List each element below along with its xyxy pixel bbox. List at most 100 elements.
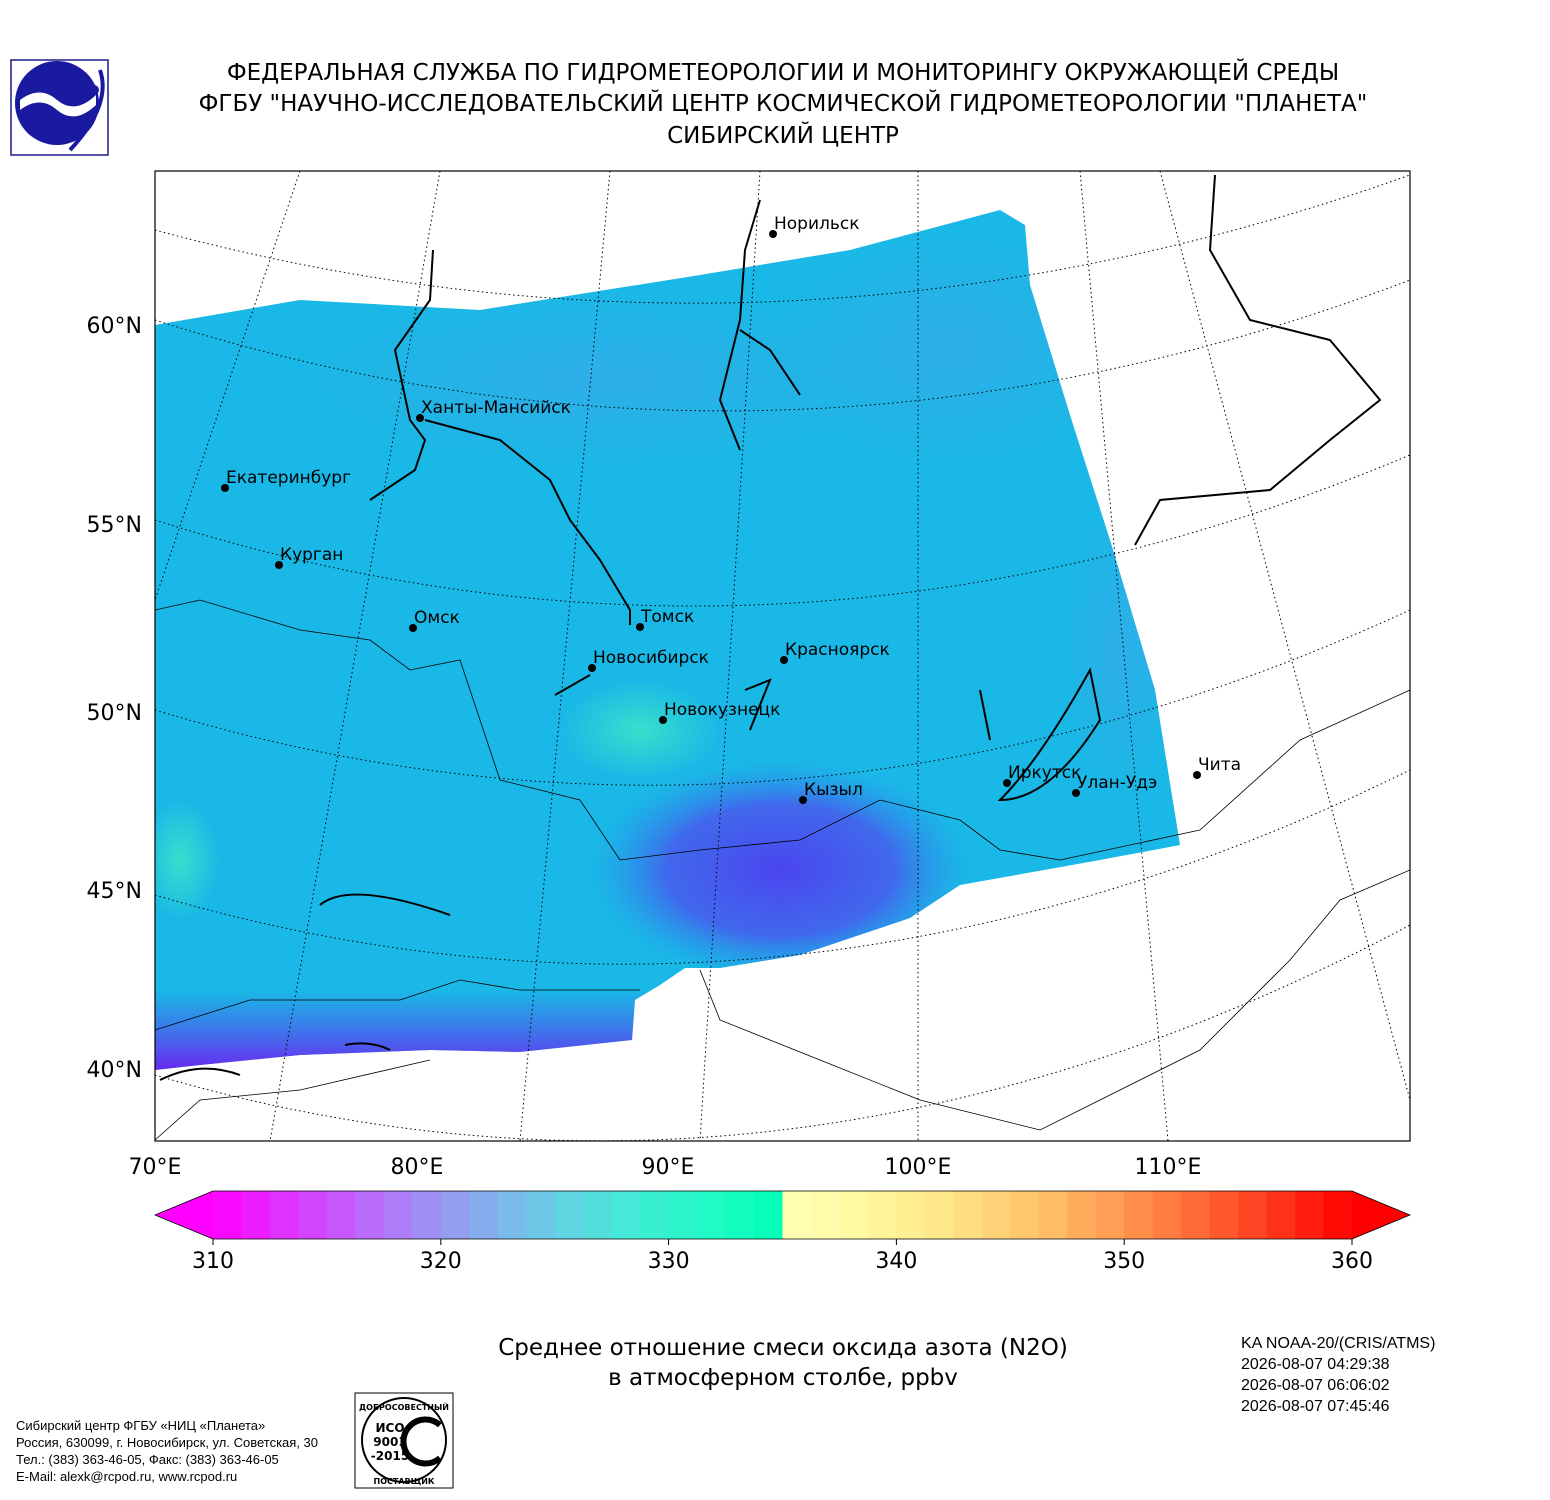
- colorbar-cell: [469, 1191, 499, 1239]
- satellite-line: KA NOAA-20/(CRIS/ATMS): [1241, 1335, 1435, 1352]
- iso-logo: ДОБРОСОВЕСТНЫЙ ИСО 9001 -2015 ПОСТАВЩИК: [354, 1392, 454, 1489]
- city-dot: [636, 623, 644, 631]
- colorbar-cell: [981, 1191, 1011, 1239]
- city-dot: [799, 796, 807, 804]
- city-label: Новокузнецк: [664, 700, 780, 720]
- colorbar-cell: [896, 1191, 926, 1239]
- colorbar-cell: [583, 1191, 613, 1239]
- city-label: Новосибирск: [593, 648, 709, 668]
- city-label: Иркутск: [1008, 763, 1081, 783]
- iso-text: ДОБРОСОВЕСТНЫЙ: [359, 1401, 449, 1412]
- city-label: Красноярск: [785, 640, 890, 660]
- city-dot: [1193, 771, 1201, 779]
- city-dot: [780, 656, 788, 664]
- colorbar-cell: [213, 1191, 243, 1239]
- field: [155, 210, 1180, 1070]
- colorbar-cell: [867, 1191, 897, 1239]
- colorbar-cell: [640, 1191, 670, 1239]
- colorbar-cell: [497, 1191, 527, 1239]
- lon-label: 100°E: [885, 1155, 952, 1180]
- city-dot: [769, 230, 777, 238]
- lat-label: 50°N: [87, 701, 142, 726]
- colorbar-cell: [269, 1191, 300, 1239]
- colorbar-cell: [383, 1191, 413, 1239]
- lat-label: 55°N: [87, 513, 142, 538]
- iso-text: ИСО: [375, 1421, 404, 1435]
- colorbar-cell: [1124, 1191, 1154, 1239]
- city-label: Чита: [1198, 755, 1241, 775]
- city-dot: [659, 716, 667, 724]
- colorbar-cell: [1181, 1191, 1211, 1239]
- map: [155, 171, 1410, 1141]
- colorbar-cell: [526, 1191, 556, 1239]
- colorbar-cell: [554, 1191, 584, 1239]
- city-dot: [275, 561, 283, 569]
- colorbar-cell: [1266, 1191, 1296, 1239]
- city-label: Норильск: [774, 214, 860, 234]
- city-dot: [1072, 789, 1080, 797]
- colorbar-cell: [412, 1191, 442, 1239]
- colorbar-cell: [1323, 1191, 1353, 1239]
- city-label: Улан-Удэ: [1077, 773, 1157, 793]
- city-dot: [1003, 779, 1011, 787]
- colorbar-cell: [697, 1191, 727, 1239]
- colorbar-cell: [725, 1191, 755, 1239]
- map-frame: [154, 170, 1411, 1142]
- colorbar-tick-label: 310: [192, 1249, 234, 1274]
- colorbar-cell: [1038, 1191, 1068, 1239]
- city-dot: [416, 414, 424, 422]
- colorbar-tick-label: 340: [875, 1249, 917, 1274]
- caption-line: в атмосферном столбе, ppbv: [608, 1365, 958, 1391]
- colorbar-tick-label: 360: [1331, 1249, 1373, 1274]
- caption-line: Среднее отношение смеси оксида азота (N2…: [498, 1335, 1068, 1361]
- colorbar-cell: [782, 1191, 812, 1239]
- iso-text: -2015: [371, 1449, 409, 1463]
- axes: 60°N 55°N 50°N 45°N 40°N 70°E 80°E 90°E 100°E 110…: [87, 314, 1202, 1180]
- city-dot: [588, 664, 596, 672]
- colorbar-cell: [1010, 1191, 1040, 1239]
- city-label: Кызыл: [804, 780, 863, 800]
- colorbar-cell: [1152, 1191, 1182, 1239]
- colorbar-cell: [241, 1191, 271, 1239]
- colorbar-cell: [440, 1191, 470, 1239]
- colorbar-cell: [1238, 1191, 1268, 1239]
- header-line: ФГБУ "НАУЧНО-ИССЛЕДОВАТЕЛЬСКИЙ ЦЕНТР КОС…: [199, 89, 1368, 117]
- header-line: СИБИРСКИЙ ЦЕНТР: [667, 121, 899, 149]
- colorbar-tick-label: 320: [420, 1249, 462, 1274]
- colorbar-cell: [924, 1191, 954, 1239]
- city-label: Ханты-Мансийск: [421, 398, 571, 418]
- footer-line: E-Mail: alexk@rcpod.ru, www.rcpod.ru: [16, 1469, 237, 1484]
- colorbar-cell: [668, 1191, 698, 1239]
- footer-line: Тел.: (383) 363-46-05, Факс: (383) 363-4…: [16, 1452, 279, 1467]
- lat-label: 60°N: [87, 314, 142, 339]
- colorbar-extend-low: [155, 1191, 213, 1239]
- lon-label: 80°E: [391, 1155, 444, 1180]
- colorbar-cell: [326, 1191, 356, 1239]
- city-dot: [221, 484, 229, 492]
- colorbar-cell: [355, 1191, 385, 1239]
- colorbar-cell: [1067, 1191, 1097, 1239]
- colorbar-cell: [1295, 1191, 1325, 1239]
- iso-text: 9001: [373, 1435, 406, 1449]
- lon-label: 70°E: [129, 1155, 182, 1180]
- footer-line: Сибирский центр ФГБУ «НИЦ «Планета»: [16, 1418, 265, 1433]
- satellite-line: 2026-08-07 04:29:38: [1241, 1356, 1390, 1373]
- logo: [10, 59, 109, 156]
- satellite-line: 2026-08-07 07:45:46: [1241, 1398, 1390, 1415]
- colorbar-tick-label: 350: [1103, 1249, 1145, 1274]
- city-label: Томск: [640, 607, 694, 627]
- city-label: Курган: [280, 545, 343, 565]
- colorbar-cell: [754, 1191, 784, 1239]
- colorbar-cell: [298, 1191, 328, 1239]
- lon-label: 110°E: [1135, 1155, 1202, 1180]
- iso-text: ПОСТАВЩИК: [374, 1477, 435, 1486]
- colorbar-cell: [1209, 1191, 1239, 1239]
- lat-label: 45°N: [87, 879, 142, 904]
- footer-line: Россия, 630099, г. Новосибирск, ул. Сове…: [16, 1435, 318, 1450]
- cities: Норильск Ханты-Мансийск Екатеринбург Курган…: [221, 214, 1241, 804]
- colorbar-cell: [839, 1191, 869, 1239]
- colorbar-cell: [810, 1191, 841, 1239]
- city-dot: [409, 624, 417, 632]
- lon-label: 90°E: [642, 1155, 695, 1180]
